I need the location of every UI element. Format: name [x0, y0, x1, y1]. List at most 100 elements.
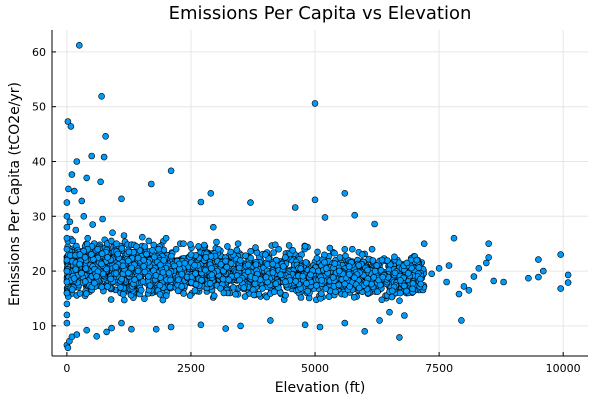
data-point: [186, 292, 194, 299]
data-point: [321, 214, 329, 221]
data-point: [361, 327, 369, 335]
data-point: [167, 323, 175, 331]
data-point: [435, 264, 443, 272]
data-point: [198, 276, 205, 284]
data-point: [202, 254, 210, 261]
data-point: [242, 252, 249, 259]
data-point: [331, 249, 338, 257]
data-point: [374, 288, 381, 296]
data-point: [475, 264, 483, 272]
data-point: [482, 259, 490, 267]
data-point: [114, 250, 122, 258]
data-point: [313, 282, 320, 289]
data-point: [137, 286, 145, 294]
data-point: [145, 237, 153, 245]
x-axis-label: Elevation (ft): [275, 380, 366, 396]
data-point: [72, 226, 80, 234]
data-point: [81, 278, 89, 285]
data-point: [131, 276, 138, 283]
data-point: [89, 221, 96, 228]
data-point: [252, 261, 260, 268]
data-point: [236, 276, 243, 284]
data-point: [443, 278, 450, 286]
data-point: [100, 153, 108, 161]
data-point: [525, 274, 532, 282]
data-point: [415, 264, 423, 271]
data-point: [391, 269, 399, 277]
data-point: [341, 190, 349, 197]
data-point: [379, 273, 387, 281]
data-point: [121, 296, 128, 304]
data-point: [171, 262, 178, 270]
data-point: [303, 279, 310, 287]
data-point: [409, 285, 416, 293]
data-point: [63, 267, 71, 275]
data-point: [241, 293, 249, 300]
data-point: [148, 180, 155, 188]
data-point: [378, 256, 386, 264]
data-point: [341, 280, 349, 288]
data-point: [68, 333, 76, 341]
data-point: [455, 290, 463, 298]
data-point: [277, 271, 285, 279]
data-point: [180, 240, 187, 247]
data-point: [181, 259, 189, 267]
data-point: [215, 245, 222, 253]
data-point: [413, 256, 421, 264]
data-point: [210, 223, 217, 231]
data-point: [93, 272, 100, 280]
data-point: [267, 317, 274, 324]
data-point: [445, 262, 453, 269]
data-point: [145, 273, 152, 280]
data-point: [157, 261, 164, 269]
data-point: [65, 185, 72, 193]
data-point: [195, 243, 202, 250]
data-point: [88, 251, 95, 258]
data-point: [335, 267, 343, 275]
data-point: [104, 254, 111, 261]
data-point: [73, 158, 81, 165]
data-point: [332, 288, 339, 296]
data-point: [125, 257, 132, 265]
data-point: [557, 251, 565, 258]
data-point: [160, 256, 168, 264]
data-point: [275, 245, 283, 253]
data-point: [428, 270, 436, 278]
data-point: [156, 281, 164, 289]
y-tick-label: 60: [32, 46, 46, 59]
data-point: [250, 291, 258, 299]
data-point: [376, 317, 383, 324]
data-point: [351, 274, 358, 282]
data-point: [396, 289, 404, 297]
data-point: [240, 284, 248, 292]
data-point: [264, 260, 271, 268]
data-point: [272, 280, 280, 288]
data-point: [64, 118, 72, 125]
data-point: [191, 287, 199, 294]
data-point: [222, 257, 229, 265]
data-point: [102, 133, 109, 140]
data-point: [141, 268, 149, 276]
data-point: [400, 282, 408, 290]
data-point: [178, 283, 186, 290]
data-point: [460, 283, 468, 290]
data-point: [76, 41, 83, 49]
y-tick-label: 50: [32, 101, 46, 114]
data-point: [297, 294, 305, 301]
data-point: [119, 290, 127, 298]
data-point: [202, 266, 209, 274]
data-point: [63, 300, 71, 308]
data-point: [490, 277, 498, 285]
data-point: [98, 250, 106, 257]
x-tick-label: 10000: [546, 362, 581, 375]
data-point: [156, 291, 164, 298]
data-point: [207, 190, 215, 197]
data-point: [83, 290, 90, 297]
data-point: [234, 240, 242, 247]
data-point: [172, 245, 180, 253]
data-point: [371, 220, 378, 228]
data-point: [378, 296, 386, 304]
data-point: [159, 296, 167, 304]
data-point: [81, 253, 89, 261]
